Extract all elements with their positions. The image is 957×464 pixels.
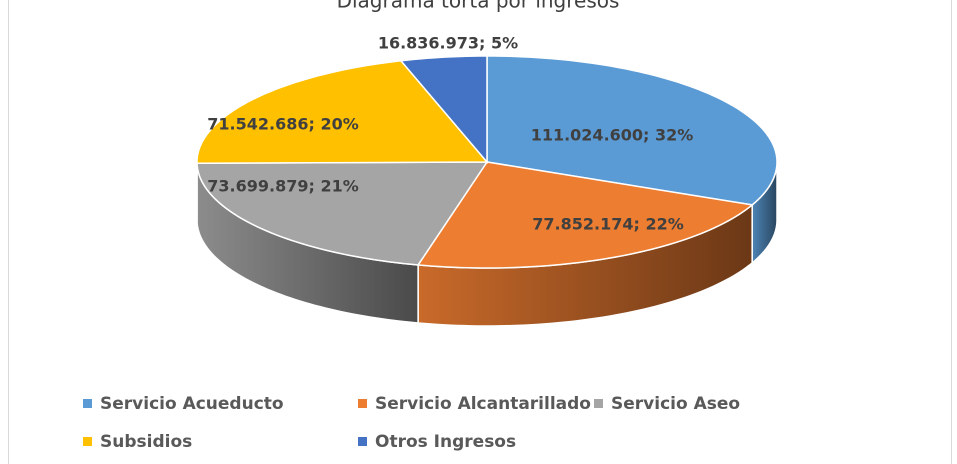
- legend-label: Servicio Acueducto: [100, 394, 284, 414]
- data-label: 16.836.973; 5%: [378, 34, 518, 53]
- legend-swatch: [358, 399, 367, 408]
- slice: [416, 161, 754, 269]
- data-label: 111.024.600; 32%: [531, 126, 694, 145]
- data-label: 71.542.686; 20%: [207, 115, 358, 134]
- legend-swatch: [358, 437, 367, 446]
- data-label: 73.699.879; 21%: [207, 177, 358, 196]
- slice: [196, 161, 489, 266]
- legend-label: Subsidios: [100, 432, 192, 452]
- legend-label: Servicio Aseo: [611, 394, 740, 414]
- legend-label: Otros Ingresos: [375, 432, 516, 452]
- slice: [486, 55, 778, 206]
- legend-swatch: [594, 399, 603, 408]
- slice: [399, 55, 488, 165]
- legend-swatch: [83, 399, 92, 408]
- slice: [196, 59, 489, 164]
- legend-label: Servicio Alcantarillado: [375, 394, 591, 414]
- data-label: 77.852.174; 22%: [532, 215, 683, 234]
- chart-title: Diagrama torta por ingresos: [337, 0, 620, 13]
- legend-swatch: [83, 437, 92, 446]
